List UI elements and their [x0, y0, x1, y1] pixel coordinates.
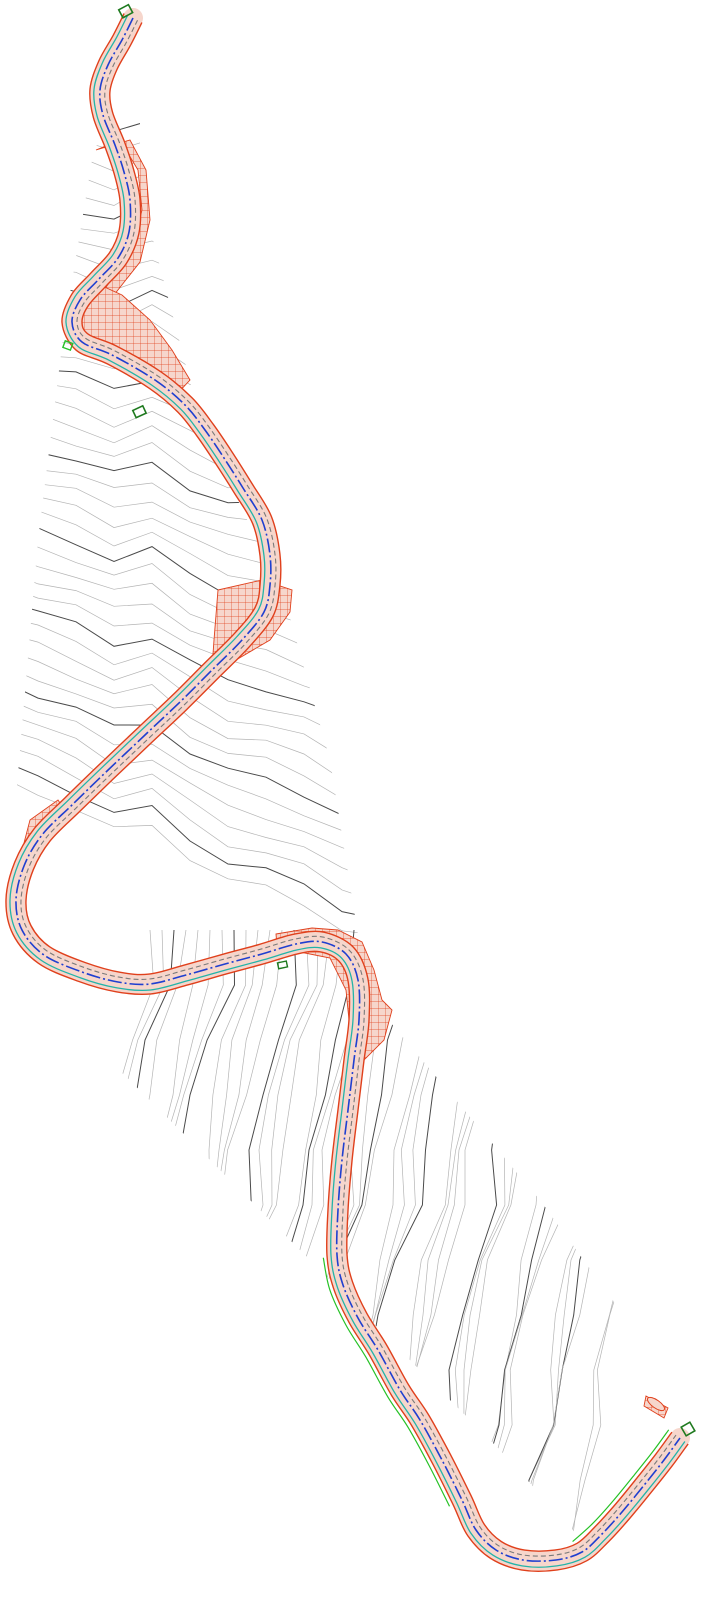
markers [61, 3, 696, 1437]
contour-line-minor [8, 615, 381, 749]
contour-line-minor [8, 663, 381, 802]
road-edge-left [5, 13, 689, 1572]
culvert-marker-icon [61, 339, 74, 352]
shoulder-line [9, 15, 686, 1568]
contour-line-minor [8, 695, 381, 839]
contour-line-minor [8, 647, 381, 786]
station-marker-icon [131, 404, 148, 419]
contour-line-major [8, 759, 381, 921]
contour-line-minor [8, 711, 381, 861]
contour-line-minor [8, 743, 381, 904]
lane-stripe [20, 19, 677, 1557]
start-marker-icon [117, 3, 134, 19]
culvert-marker-icon [646, 1396, 666, 1412]
sign-marker-icon [276, 960, 289, 970]
contour-line-major [8, 679, 381, 819]
drainage-line [572, 1429, 670, 1543]
contour-line-minor [8, 727, 381, 884]
road-edge-right [25, 22, 673, 1552]
end-marker-icon [680, 1421, 696, 1437]
drainage-line [322, 1257, 451, 1507]
road-alignment [5, 8, 690, 1572]
centerline [15, 17, 681, 1562]
